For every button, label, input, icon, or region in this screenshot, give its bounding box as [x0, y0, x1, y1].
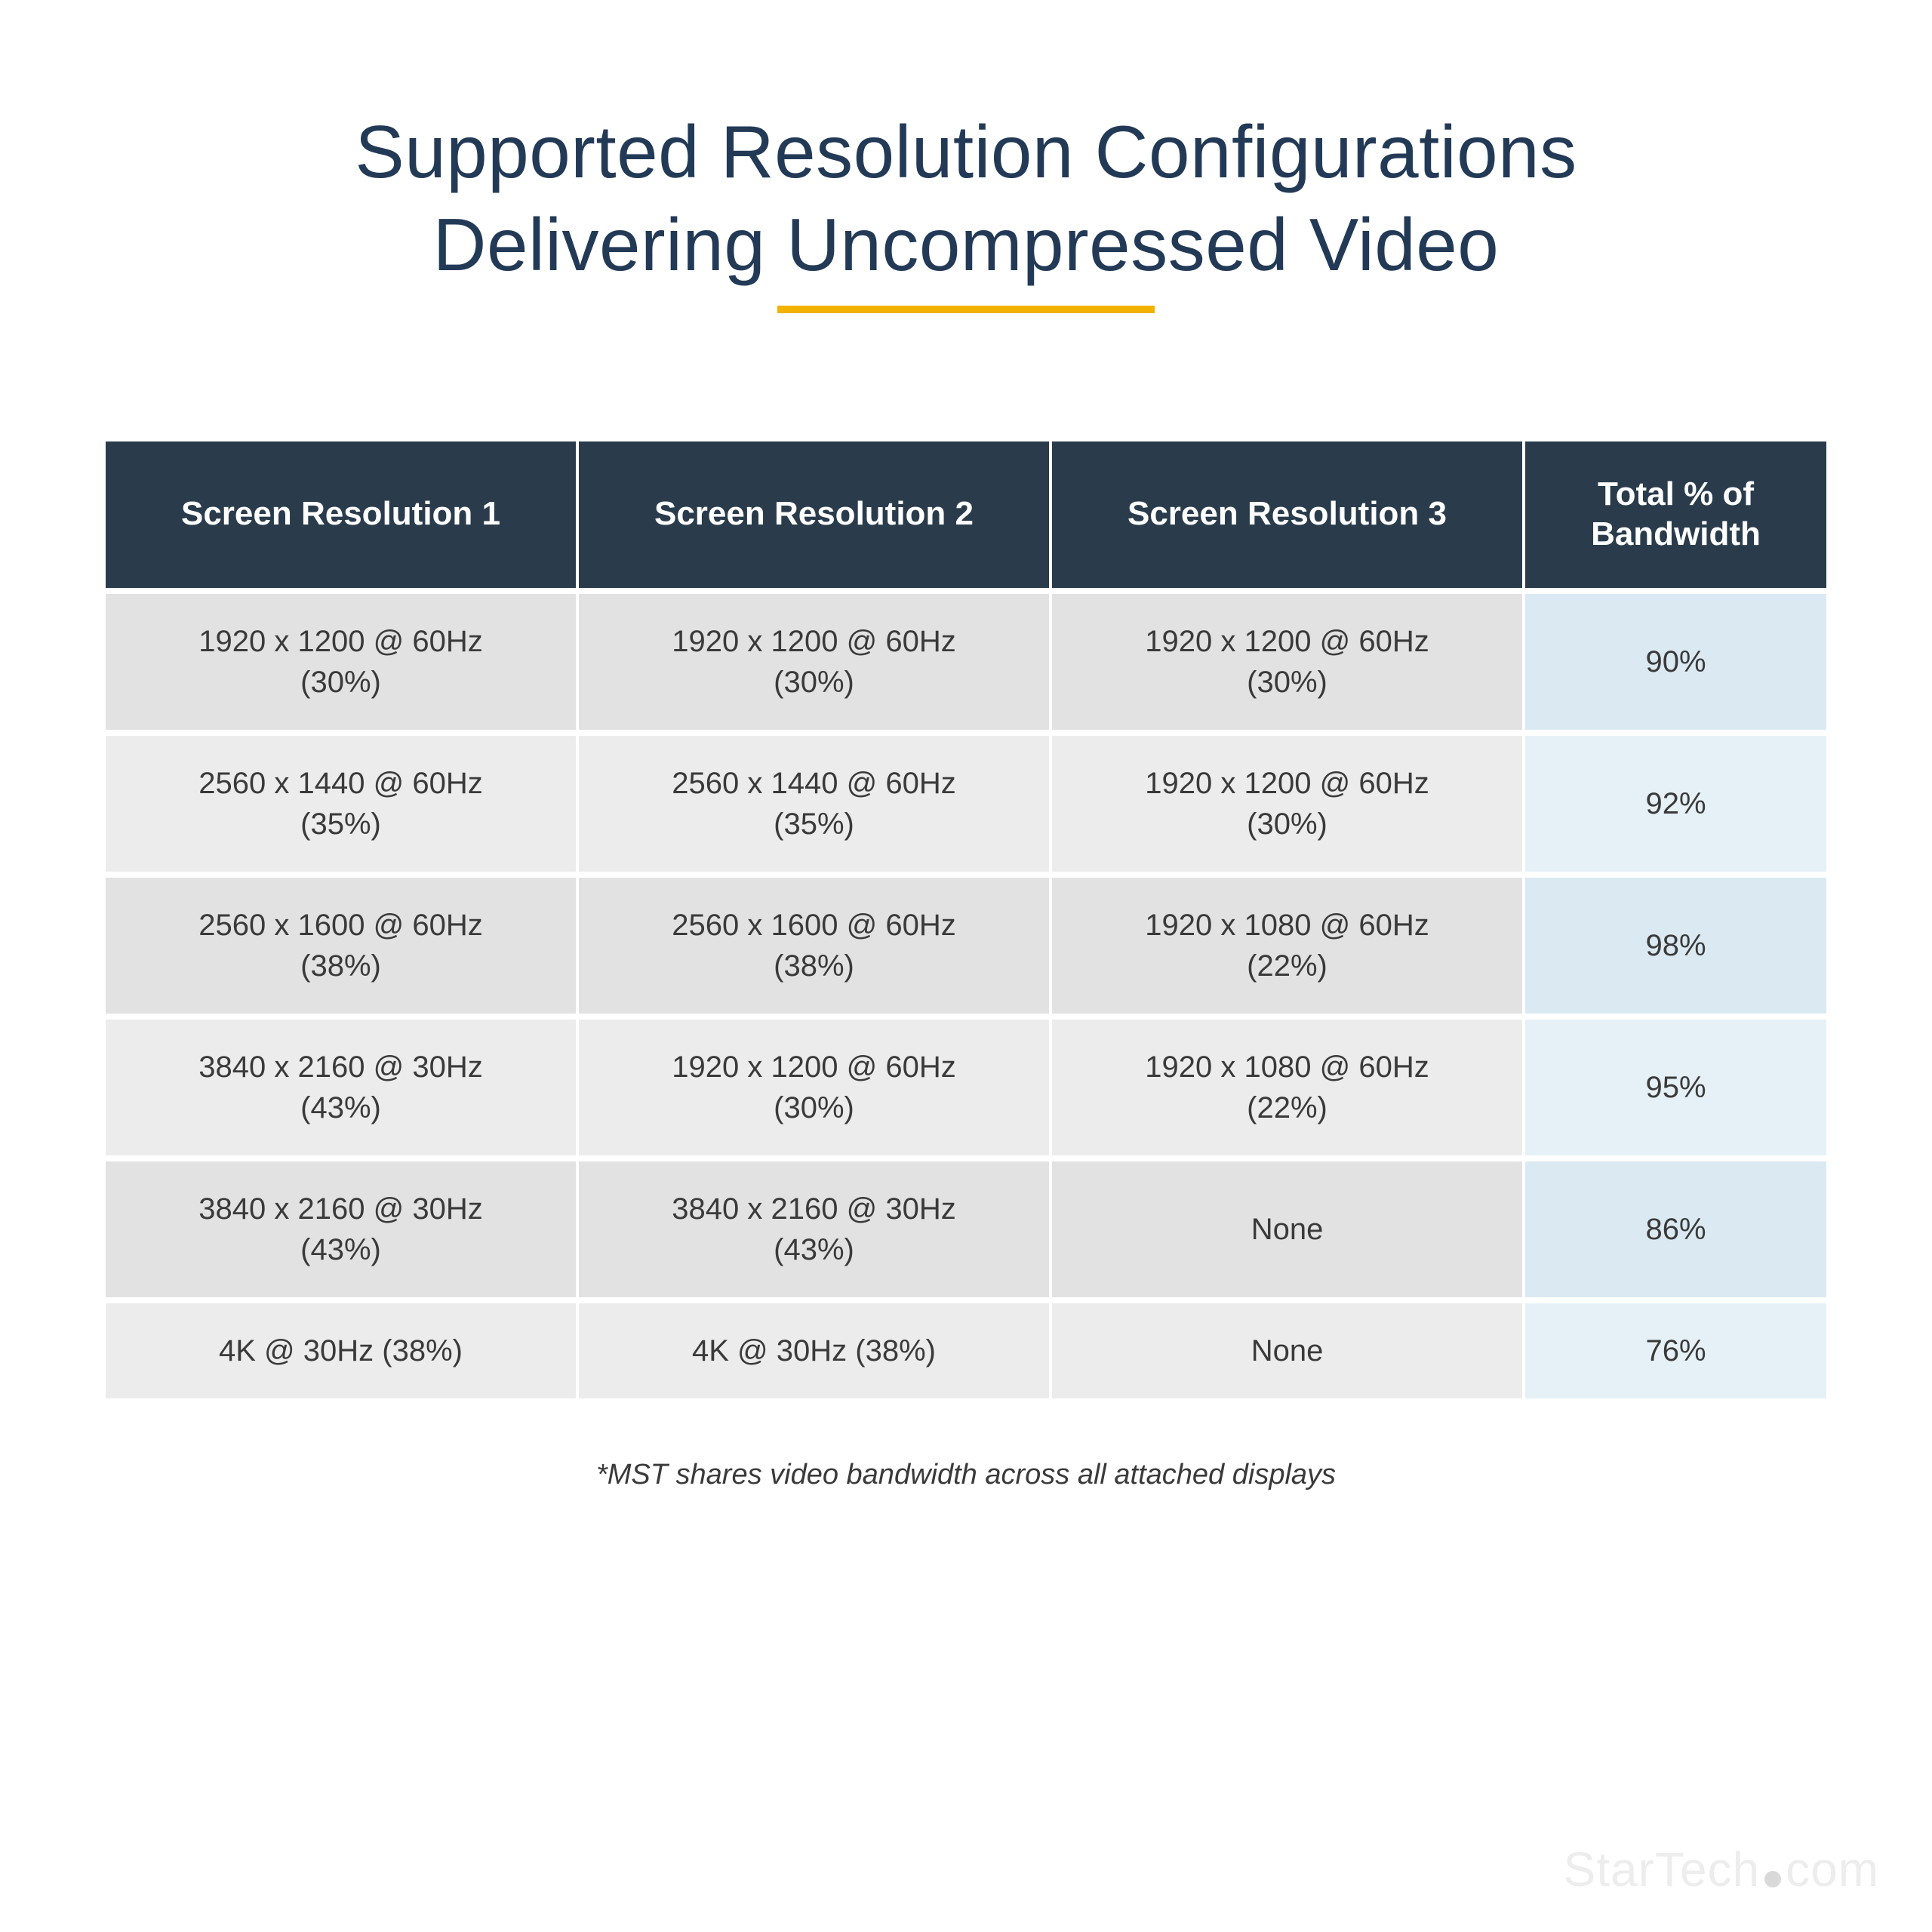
cell-bandwidth: 86%	[1525, 1155, 1826, 1297]
title-underline	[777, 306, 1155, 313]
cell-bandwidth: 90%	[1525, 588, 1826, 730]
footnote: *MST shares video bandwidth across all a…	[106, 1459, 1826, 1491]
col-header-res2: Screen Resolution 2	[579, 441, 1052, 588]
cell-res2: 3840 x 2160 @ 30Hz(43%)	[579, 1155, 1052, 1297]
cell-bandwidth: 98%	[1525, 872, 1826, 1014]
cell-res2: 2560 x 1440 @ 60Hz(35%)	[579, 730, 1052, 872]
resolution-table: Screen Resolution 1 Screen Resolution 2 …	[106, 441, 1826, 1398]
page: Supported Resolution Configurations Deli…	[0, 0, 1932, 1932]
cell-res1: 2560 x 1440 @ 60Hz(35%)	[106, 730, 579, 872]
cell-res3: 1920 x 1200 @ 60Hz(30%)	[1052, 730, 1525, 872]
brand-part1: StarTech	[1564, 1841, 1761, 1897]
table-row: 3840 x 2160 @ 30Hz(43%)1920 x 1200 @ 60H…	[106, 1014, 1826, 1155]
brand-dot-icon	[1764, 1871, 1781, 1887]
title-line-1: Supported Resolution Configurations	[106, 106, 1826, 198]
cell-bandwidth: 95%	[1525, 1014, 1826, 1155]
brand-part2: com	[1786, 1841, 1879, 1897]
cell-res2: 1920 x 1200 @ 60Hz(30%)	[579, 1014, 1052, 1155]
table: Screen Resolution 1 Screen Resolution 2 …	[106, 441, 1826, 1398]
cell-res2: 4K @ 30Hz (38%)	[579, 1297, 1052, 1398]
table-row: 2560 x 1600 @ 60Hz(38%)2560 x 1600 @ 60H…	[106, 872, 1826, 1014]
col-header-res3: Screen Resolution 3	[1052, 441, 1525, 588]
cell-res2: 2560 x 1600 @ 60Hz(38%)	[579, 872, 1052, 1014]
cell-res1: 3840 x 2160 @ 30Hz(43%)	[106, 1155, 579, 1297]
table-row: 3840 x 2160 @ 30Hz(43%)3840 x 2160 @ 30H…	[106, 1155, 1826, 1297]
col-header-res1: Screen Resolution 1	[106, 441, 579, 588]
cell-res1: 3840 x 2160 @ 30Hz(43%)	[106, 1014, 579, 1155]
cell-res3: None	[1052, 1155, 1525, 1297]
title-block: Supported Resolution Configurations Deli…	[106, 106, 1826, 313]
table-body: 1920 x 1200 @ 60Hz(30%)1920 x 1200 @ 60H…	[106, 588, 1826, 1398]
table-header-row: Screen Resolution 1 Screen Resolution 2 …	[106, 441, 1826, 588]
title-line-2: Delivering Uncompressed Video	[106, 198, 1826, 291]
cell-res3: 1920 x 1200 @ 60Hz(30%)	[1052, 588, 1525, 730]
cell-res3: 1920 x 1080 @ 60Hz(22%)	[1052, 872, 1525, 1014]
cell-res2: 1920 x 1200 @ 60Hz(30%)	[579, 588, 1052, 730]
brand-watermark: StarTech com	[1564, 1841, 1879, 1897]
col-header-bandwidth-text: Total % of Bandwidth	[1591, 475, 1761, 552]
table-row: 4K @ 30Hz (38%)4K @ 30Hz (38%)None76%	[106, 1297, 1826, 1398]
cell-bandwidth: 92%	[1525, 730, 1826, 872]
cell-bandwidth: 76%	[1525, 1297, 1826, 1398]
col-header-bandwidth: Total % of Bandwidth	[1525, 441, 1826, 588]
cell-res1: 2560 x 1600 @ 60Hz(38%)	[106, 872, 579, 1014]
table-row: 1920 x 1200 @ 60Hz(30%)1920 x 1200 @ 60H…	[106, 588, 1826, 730]
cell-res1: 1920 x 1200 @ 60Hz(30%)	[106, 588, 579, 730]
table-row: 2560 x 1440 @ 60Hz(35%)2560 x 1440 @ 60H…	[106, 730, 1826, 872]
cell-res1: 4K @ 30Hz (38%)	[106, 1297, 579, 1398]
cell-res3: 1920 x 1080 @ 60Hz(22%)	[1052, 1014, 1525, 1155]
cell-res3: None	[1052, 1297, 1525, 1398]
